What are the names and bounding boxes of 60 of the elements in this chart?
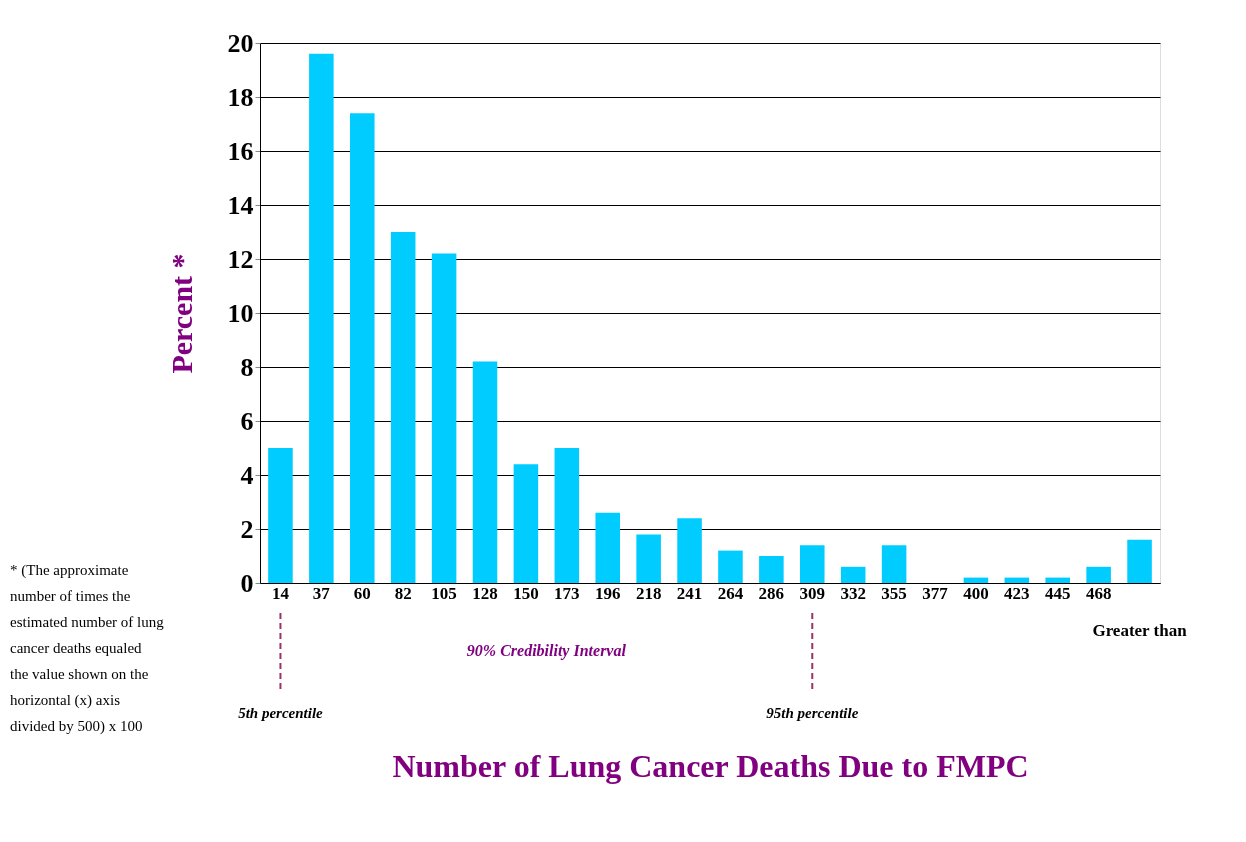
bar	[268, 448, 293, 583]
x-tick-label: 309	[799, 583, 826, 603]
bar	[350, 113, 375, 583]
x-tick-label: 14	[271, 583, 290, 603]
ref-line-label: 5th percentile	[238, 705, 324, 721]
y-tick-label: 0	[240, 568, 254, 598]
bar	[636, 534, 661, 583]
y-tick-label: 2	[240, 514, 254, 544]
x-tick-label: 150	[513, 583, 539, 603]
x-tick-label: 377	[922, 583, 949, 603]
bar	[431, 253, 457, 583]
x-tick-label: 332	[840, 583, 866, 603]
x-tick-label: 264	[717, 583, 744, 603]
x-tick-label: 241	[676, 583, 703, 603]
x-tick-label: 445	[1044, 583, 1071, 603]
y-tick-label: 12	[227, 244, 254, 274]
y-tick-label: 6	[240, 406, 254, 436]
x-tick-label: 82	[394, 583, 412, 603]
bar	[963, 577, 989, 583]
bar	[759, 556, 784, 583]
y-axis-title: Percent *	[164, 253, 198, 374]
y-tick-label: 20	[227, 28, 254, 58]
x-axis-title: Number of Lung Cancer Deaths Due to FMPC	[392, 747, 1029, 784]
bar	[881, 545, 907, 583]
bar	[1004, 577, 1030, 583]
y-tick-label: 10	[227, 298, 254, 328]
text: * (The approximate number of times the estimated number of lung cancer deaths equaled the value shown on the horizontal (x) axis divided by 500) x 100	[10, 562, 165, 735]
x-tick-label: 196	[594, 583, 621, 603]
x-tick-label: 37	[312, 583, 331, 603]
bar	[513, 464, 539, 583]
x-tick-label: 173	[554, 583, 580, 603]
x-tick-label: 468	[1085, 583, 1112, 603]
bar	[309, 53, 334, 583]
x-tick-label: 105	[431, 583, 457, 603]
y-tick-label: 16	[227, 136, 254, 166]
y-tick-label: 14	[227, 190, 254, 220]
bar	[677, 518, 702, 583]
y-tick-label: 18	[227, 82, 254, 112]
bar	[718, 550, 743, 583]
y-tick-label: 4	[240, 460, 254, 490]
x-tick-label: 218	[635, 583, 662, 603]
text: 90% Credibility Interval	[466, 642, 627, 660]
x-tick-label: 355	[881, 583, 907, 603]
x-tick-label: 423	[1004, 583, 1030, 603]
x-tick-label: 400	[963, 583, 989, 603]
bar	[1086, 566, 1111, 583]
bar	[595, 512, 620, 583]
x-tick-label: Greater than	[1092, 621, 1188, 640]
bar	[1127, 539, 1152, 583]
x-tick-label: 60	[353, 583, 371, 603]
bar	[1045, 577, 1070, 583]
ref-line-label: 95th percentile	[766, 705, 859, 721]
x-tick-label: 286	[758, 583, 785, 603]
x-tick-label: 128	[472, 583, 498, 603]
bar	[800, 545, 825, 583]
bar	[554, 448, 580, 583]
y-tick-label: 8	[240, 352, 254, 382]
bar	[472, 361, 498, 583]
bar	[840, 566, 866, 583]
bar	[390, 232, 416, 583]
